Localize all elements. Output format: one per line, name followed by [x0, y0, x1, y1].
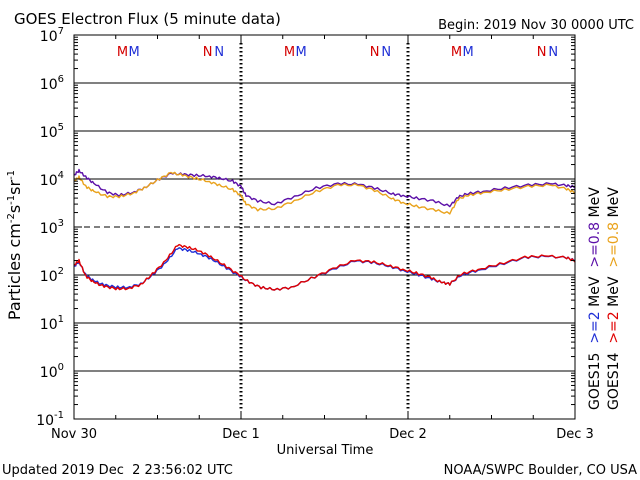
event-marker: N — [537, 45, 547, 60]
event-marker: N — [203, 45, 213, 60]
y-tick-label: 10-1 — [36, 410, 64, 429]
legend-unit: MeV — [606, 276, 622, 307]
y-tick-label: 103 — [40, 218, 64, 237]
series-lines — [73, 168, 576, 291]
x-tick-label: Dec 3 — [556, 427, 594, 442]
event-marker: N — [381, 45, 391, 60]
x-tick-label: Dec 1 — [222, 427, 260, 442]
x-axis-label: Universal Time — [277, 443, 374, 458]
legend-unit: MeV — [587, 276, 603, 307]
chart-title: GOES Electron Flux (5 minute data) — [14, 10, 281, 28]
y-tick-label: 104 — [40, 170, 64, 189]
event-marker: M — [463, 45, 474, 60]
begin-date-label: Begin: 2019 Nov 30 0000 UTC — [438, 18, 634, 33]
y-tick-label: 107 — [40, 26, 64, 45]
legend-column: GOES15 >=2 MeV >=0.8 MeV — [587, 187, 603, 410]
legend-unit: MeV — [606, 187, 622, 218]
event-marker: M — [284, 45, 295, 60]
legend-high-energy: >=0.8 — [587, 222, 603, 268]
updated-timestamp: Updated 2019 Dec 2 23:56:02 UTC — [2, 463, 233, 478]
event-marker: M — [129, 45, 140, 60]
event-marker: M — [296, 45, 307, 60]
x-tick-label: Dec 2 — [389, 427, 427, 442]
legend-satellite: GOES15 — [587, 353, 603, 410]
legend-low-energy: >=2 — [606, 311, 622, 343]
x-tick-label: Nov 30 — [51, 427, 97, 442]
series-line-goes14-0-8-mev — [73, 171, 576, 215]
grid-lines — [74, 82, 575, 372]
event-marker: N — [214, 45, 224, 60]
x-axis-ticks: Nov 30 Dec 1 Dec 2 Dec 3 — [51, 35, 594, 442]
legend-unit: MeV — [587, 187, 603, 218]
y-axis-ticks: 107 106 105 104 103 102 101 100 10-1 — [36, 26, 575, 429]
legend-high-energy: >=0.8 — [606, 222, 622, 268]
event-marker: M — [117, 45, 128, 60]
day-dividers — [239, 43, 410, 411]
credit-label: NOAA/SWPC Boulder, CO USA — [444, 463, 637, 478]
y-tick-label: 106 — [40, 74, 64, 93]
y-tick-label: 105 — [40, 122, 64, 141]
event-marker: N — [548, 45, 558, 60]
event-marker: M — [451, 45, 462, 60]
legend-satellite: GOES14 — [606, 352, 622, 410]
legend-low-energy: >=2 — [587, 311, 603, 343]
event-marker: N — [370, 45, 380, 60]
y-tick-label: 101 — [40, 314, 64, 333]
y-tick-label: 100 — [40, 362, 64, 381]
series-line-goes15-2-mev — [73, 247, 576, 291]
legend-column: GOES14 >=2 MeV >=0.8 MeV — [606, 187, 622, 410]
series-line-goes14-2-mev — [73, 243, 576, 291]
y-tick-label: 102 — [40, 266, 64, 285]
y-axis-label: Particles cm-2s-1sr-1 — [5, 170, 24, 320]
